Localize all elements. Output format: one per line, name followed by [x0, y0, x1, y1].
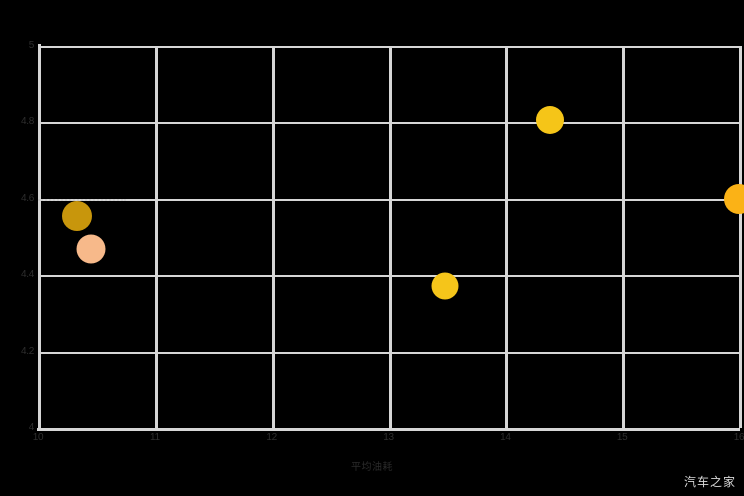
- x-tick-label: 16: [733, 432, 744, 443]
- x-tick-label: 13: [383, 432, 394, 443]
- x-tick-label: 15: [616, 432, 628, 443]
- data-point-bubble[interactable]: [724, 183, 744, 214]
- x-tick-label: 12: [266, 432, 277, 443]
- x-tick-label: 11: [149, 432, 160, 443]
- y-tick-label: 5: [28, 40, 35, 51]
- y-tick-label: 4.4: [20, 269, 34, 281]
- x-axis-title: 平均油耗: [351, 462, 393, 473]
- x-tick-label: 10: [32, 432, 44, 443]
- data-point-bubble[interactable]: [76, 234, 106, 264]
- y-tick-label: 4.6: [20, 192, 34, 204]
- x-axis-line: [37, 428, 740, 431]
- gridline-vertical: [739, 46, 742, 428]
- y-tick-label: 4.8: [20, 116, 34, 128]
- gridline-vertical: [154, 46, 158, 428]
- gridline-vertical: [271, 46, 275, 428]
- data-point-bubble[interactable]: [431, 272, 459, 300]
- reference-line: [38, 198, 126, 201]
- x-tick-label: 14: [500, 432, 511, 443]
- data-point-bubble[interactable]: [61, 200, 92, 231]
- data-point-bubble[interactable]: [535, 106, 564, 135]
- gridline-vertical: [388, 46, 392, 428]
- y-tick-label: 4.2: [20, 345, 34, 357]
- gridline-vertical: [505, 46, 509, 428]
- gridline-vertical: [622, 46, 626, 428]
- y-axis-line: [38, 44, 41, 431]
- watermark-label: 汽车之家: [683, 475, 736, 489]
- y-tick-label: 4: [28, 422, 35, 433]
